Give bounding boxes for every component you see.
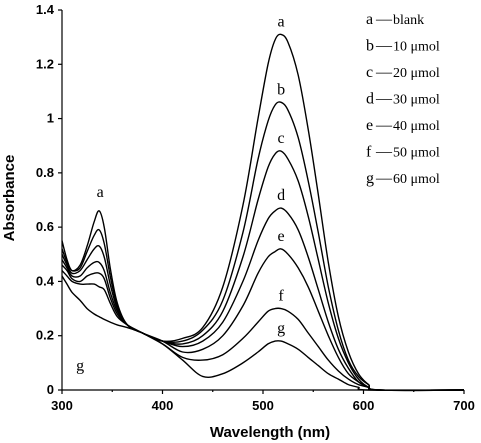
legend-dash: — [375,11,393,28]
curve-label-e: e [278,228,285,245]
axes: 300 400 500 600 700 0 0.2 0.4 0.6 0.8 1 1.2 1.4 [36,2,475,413]
legend-dash: — [375,91,393,108]
series-line-b [61,101,465,392]
legend-entry-a: a — blank [366,11,424,28]
legend-letter: a [366,11,373,28]
y-tick-label: 1.2 [36,56,54,71]
series-line-f [61,270,465,391]
legend-entry-d: d —30 μmol [366,91,440,108]
legend-text: 60 μmol [393,172,440,187]
legend-entry-e: e —40 μmol [366,117,440,134]
series-line-g [61,275,465,391]
x-tick-label: 600 [353,398,375,413]
y-tick-label: 1.4 [36,2,55,17]
legend-entry-f: f —50 μmol [366,144,440,161]
legend-text: 50 μmol [393,146,440,161]
series-line-d [61,207,465,391]
series-line-a [61,33,465,392]
x-tick-label: 500 [252,398,274,413]
y-tick-label: 0.2 [36,328,54,343]
curve-label-f: f [278,288,284,305]
legend-dash: — [375,64,393,81]
legend-text: 30 μmol [393,93,440,108]
y-tick-label: 0.4 [36,273,55,288]
y-tick-label: 0 [47,382,54,397]
legend-dash: — [375,144,393,161]
curves [61,33,465,392]
y-tick-label: 0.8 [36,165,54,180]
legend-letter: g [366,170,374,187]
legend-entry-c: c —20 μmol [366,64,440,81]
series-line-e [61,248,465,391]
legend-text: 40 μmol [393,119,440,134]
legend-letter: c [366,64,373,81]
legend-text: 10 μmol [393,40,440,55]
legend-text: blank [393,13,424,28]
y-tick-label: 1 [47,111,54,126]
extra-curve-label-g: g [76,358,84,375]
legend-dash: — [375,38,393,55]
curve-label-c: c [278,130,285,147]
legend-letter: e [366,117,373,134]
curve-label-b: b [277,81,285,98]
curve-label-d: d [277,187,285,204]
legend-dash: — [375,117,393,134]
curve-label-a: a [278,13,285,30]
legend-letter: f [366,144,372,161]
y-axis-title: Absorbance [1,155,18,242]
extra-curve-label-a: a [97,184,104,201]
series-line-c [61,150,465,391]
legend-dash: — [375,170,393,187]
legend-letter: b [366,38,374,55]
legend-text: 20 μmol [393,66,440,81]
x-tick-label: 400 [152,398,174,413]
legend-letter: d [366,91,374,108]
x-axis-title: Wavelength (nm) [210,424,330,441]
legend-entry-g: g —60 μmol [366,170,440,187]
legend-entry-b: b —10 μmol [366,38,440,55]
y-tick-label: 0.6 [36,219,54,234]
x-tick-label: 300 [51,398,73,413]
curve-label-g: g [277,320,285,337]
x-tick-label: 700 [453,398,475,413]
